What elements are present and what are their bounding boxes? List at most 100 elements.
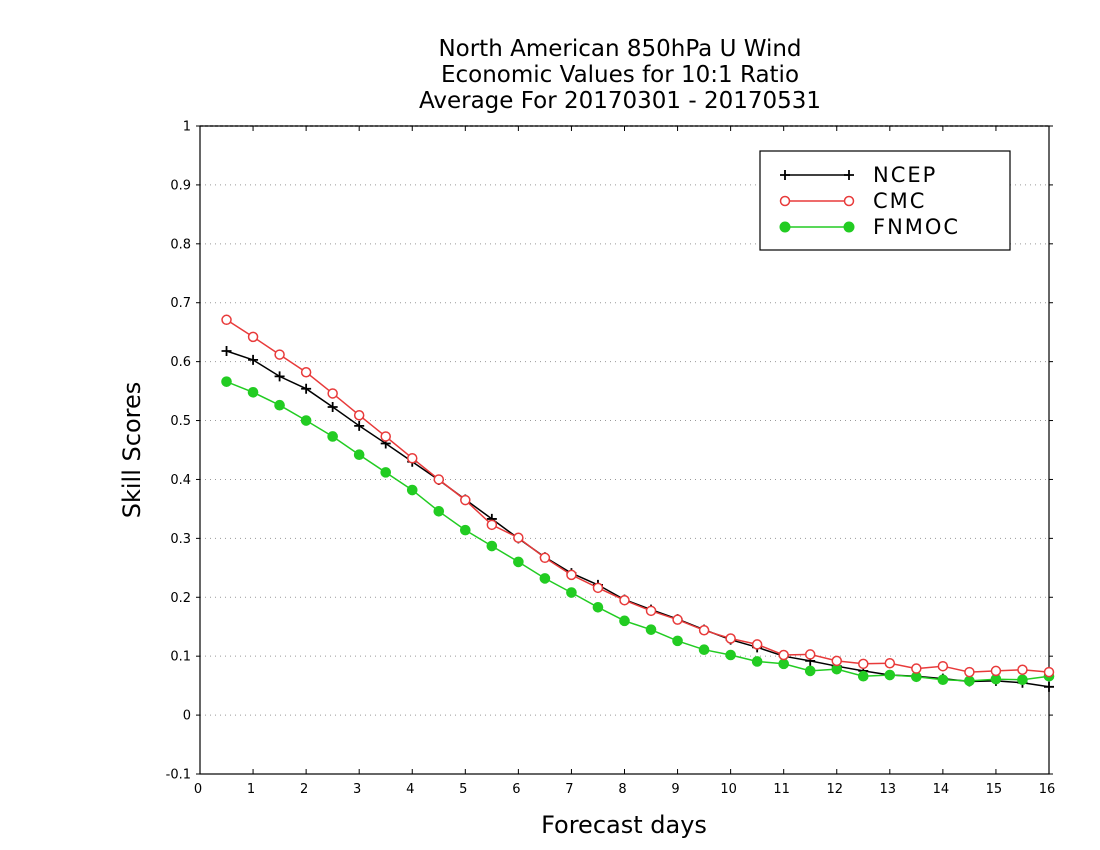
point-ncep — [221, 346, 232, 357]
point-ncep — [327, 401, 338, 412]
grid-lines — [200, 184, 1049, 716]
y-axis-title: Skill Scores — [118, 382, 146, 519]
point-fnmoc — [513, 556, 524, 568]
y-tick-label: 0.8 — [170, 237, 191, 252]
series-line-fnmoc — [226, 381, 1050, 682]
legend-marker-cmc-left — [779, 195, 791, 207]
chart-title-line-2: Economic Values for 10:1 Ratio — [440, 62, 800, 88]
y-tick-label: 0.5 — [170, 414, 191, 429]
point-ncep — [1044, 681, 1054, 692]
point-ncep — [248, 354, 259, 365]
point-cmc — [460, 494, 471, 506]
point-fnmoc — [592, 601, 604, 613]
legend-marker-cmc-right — [843, 195, 855, 207]
y-tick-label: -0.1 — [166, 768, 191, 783]
point-cmc — [751, 639, 763, 650]
legend-entry-fnmoc: FNMOC — [779, 215, 958, 239]
y-tick-label: 0.3 — [170, 532, 191, 547]
x-tick-label: 4 — [406, 782, 414, 797]
point-cmc — [247, 331, 259, 343]
x-axis-ticks: 0 1 2 3 4 5 6 7 8 9 10 11 12 13 14 15 16 — [194, 126, 1055, 797]
legend: NCEP CMC FNMOC — [759, 150, 1011, 251]
point-cmc — [725, 633, 736, 644]
x-tick-label: 8 — [618, 782, 626, 797]
point-fnmoc — [380, 467, 392, 478]
point-fnmoc — [247, 386, 259, 398]
x-tick-label: 12 — [826, 782, 843, 797]
y-axis-ticks: -0.1 0 0.1 0.2 0.3 0.4 0.5 0.6 0.7 0.8 0.9 1 — [166, 120, 1053, 783]
point-cmc — [566, 569, 577, 581]
point-cmc — [433, 474, 445, 485]
point-ncep — [274, 371, 285, 382]
x-tick-label: 2 — [300, 782, 308, 797]
legend-label-ncep: NCEP — [873, 163, 937, 187]
point-fnmoc — [274, 399, 285, 411]
point-cmc — [672, 614, 683, 625]
x-tick-label: 3 — [353, 782, 361, 797]
point-cmc — [274, 349, 285, 360]
point-ncep — [354, 420, 365, 431]
point-cmc — [539, 552, 551, 564]
point-fnmoc — [221, 376, 232, 387]
point-fnmoc — [672, 635, 683, 647]
x-tick-label: 1 — [247, 782, 255, 797]
point-fnmoc — [619, 615, 630, 627]
point-fnmoc — [406, 484, 418, 496]
series-line-ncep — [226, 350, 1050, 688]
point-cmc — [645, 605, 657, 617]
point-cmc — [1017, 664, 1028, 675]
point-cmc — [804, 649, 816, 660]
legend-marker-fnmoc-right — [843, 221, 855, 233]
point-cmc — [911, 663, 922, 674]
x-tick-label: 7 — [565, 782, 573, 797]
chart-title-line-3: Average For 20170301 - 20170531 — [418, 88, 822, 114]
x-tick-label: 11 — [773, 782, 790, 797]
y-tick-label: 0.9 — [170, 178, 191, 193]
y-tick-label: 0 — [183, 709, 191, 724]
y-tick-label: 0.4 — [170, 473, 191, 488]
legend-entry-ncep: NCEP — [780, 163, 937, 187]
series-line-cmc — [226, 319, 1050, 673]
point-fnmoc — [937, 674, 949, 686]
point-cmc — [990, 665, 1002, 677]
point-cmc — [513, 532, 524, 544]
point-fnmoc — [804, 665, 816, 677]
point-fnmoc — [857, 670, 869, 682]
point-cmc — [778, 649, 789, 661]
point-cmc — [884, 658, 896, 669]
point-cmc — [380, 431, 391, 442]
point-cmc — [937, 660, 949, 672]
chart-title-line-1: North American 850hPa U Wind — [438, 36, 802, 62]
series-fnmoc — [221, 376, 1055, 687]
x-tick-label: 9 — [671, 782, 679, 797]
series-ncep — [221, 346, 1054, 692]
x-tick-label: 6 — [512, 782, 520, 797]
point-fnmoc — [698, 644, 710, 656]
y-tick-label: 0.7 — [170, 296, 191, 311]
point-cmc — [353, 409, 365, 421]
point-fnmoc — [884, 669, 896, 681]
point-ncep — [301, 383, 312, 394]
legend-marker-fnmoc-left — [779, 221, 791, 233]
point-cmc — [1043, 666, 1055, 678]
x-tick-label: 16 — [1039, 782, 1056, 797]
y-tick-label: 0.2 — [170, 591, 191, 606]
point-fnmoc — [566, 587, 577, 598]
point-cmc — [221, 314, 232, 326]
point-cmc — [831, 655, 842, 667]
legend-entry-cmc: CMC — [779, 189, 924, 213]
point-cmc — [327, 388, 338, 399]
point-fnmoc — [539, 573, 551, 584]
point-fnmoc — [486, 540, 498, 552]
point-fnmoc — [433, 505, 445, 517]
legend-marker-ncep — [780, 170, 854, 180]
series-layer — [221, 314, 1055, 692]
point-cmc — [619, 594, 630, 606]
point-fnmoc — [645, 624, 657, 635]
point-cmc — [300, 366, 312, 378]
point-cmc — [592, 582, 604, 594]
x-tick-label: 10 — [720, 782, 737, 797]
point-cmc — [486, 519, 498, 531]
point-fnmoc — [460, 524, 471, 536]
point-fnmoc — [1017, 674, 1028, 686]
